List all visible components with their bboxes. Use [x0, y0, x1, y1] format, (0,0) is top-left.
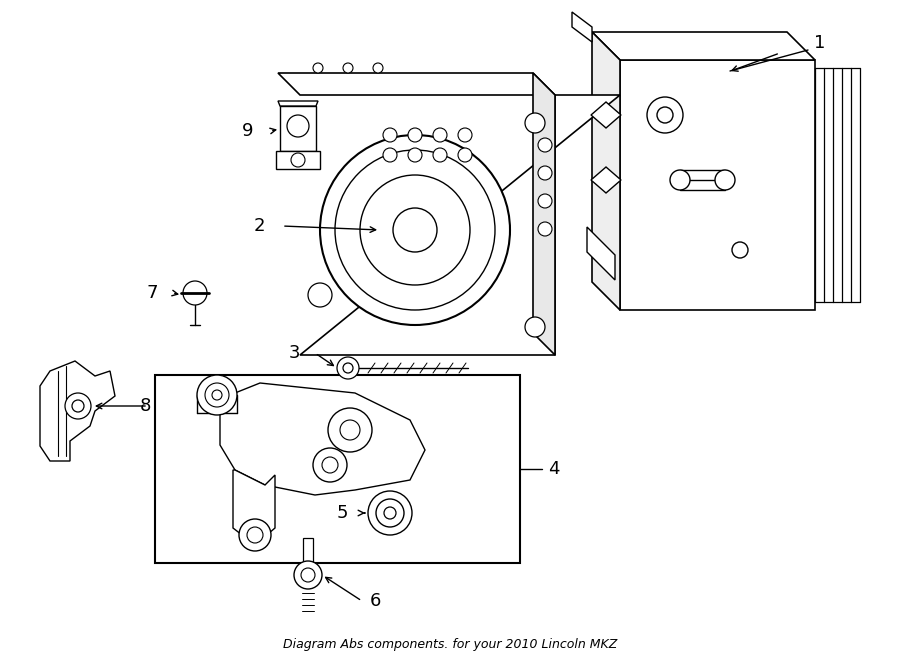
Circle shape [343, 363, 353, 373]
Bar [303, 538, 313, 583]
Text: 4: 4 [548, 460, 560, 478]
Circle shape [670, 170, 690, 190]
Circle shape [247, 527, 263, 543]
Text: 1: 1 [814, 34, 825, 52]
Circle shape [373, 63, 383, 73]
Text: 7: 7 [147, 284, 158, 302]
Circle shape [72, 400, 84, 412]
Circle shape [647, 97, 683, 133]
Circle shape [383, 128, 397, 142]
Circle shape [212, 390, 222, 400]
Circle shape [239, 519, 271, 551]
Circle shape [340, 420, 360, 440]
Circle shape [335, 150, 495, 310]
Circle shape [525, 113, 545, 133]
Bar [155, 375, 520, 563]
Circle shape [313, 63, 323, 73]
Circle shape [657, 107, 673, 123]
Circle shape [408, 128, 422, 142]
Text: 8: 8 [140, 397, 151, 415]
Polygon shape [40, 361, 115, 461]
Circle shape [458, 148, 472, 162]
Circle shape [337, 357, 359, 379]
Text: 9: 9 [241, 122, 253, 140]
Circle shape [328, 408, 372, 452]
Text: 2: 2 [254, 217, 265, 235]
Circle shape [458, 128, 472, 142]
Polygon shape [587, 227, 615, 280]
Polygon shape [620, 60, 815, 310]
Polygon shape [533, 73, 555, 355]
Circle shape [433, 148, 447, 162]
Circle shape [715, 170, 735, 190]
Circle shape [322, 457, 338, 473]
Circle shape [320, 135, 510, 325]
Circle shape [294, 561, 322, 589]
Circle shape [291, 153, 305, 167]
Polygon shape [233, 470, 275, 545]
Circle shape [343, 63, 353, 73]
Polygon shape [572, 12, 592, 42]
Circle shape [538, 222, 552, 236]
Polygon shape [280, 106, 316, 151]
Circle shape [287, 115, 309, 137]
Polygon shape [592, 32, 815, 60]
Circle shape [525, 317, 545, 337]
Circle shape [393, 208, 437, 252]
Circle shape [384, 507, 396, 519]
Polygon shape [220, 383, 425, 495]
Polygon shape [276, 151, 320, 169]
Circle shape [538, 194, 552, 208]
Circle shape [376, 499, 404, 527]
Polygon shape [278, 73, 555, 95]
Circle shape [538, 166, 552, 180]
Circle shape [301, 568, 315, 582]
Circle shape [732, 242, 748, 258]
Circle shape [308, 283, 332, 307]
Circle shape [368, 491, 412, 535]
Text: 5: 5 [337, 504, 348, 522]
Circle shape [183, 281, 207, 305]
Polygon shape [592, 32, 620, 310]
Circle shape [360, 175, 470, 285]
Polygon shape [591, 102, 621, 128]
Circle shape [313, 448, 347, 482]
Circle shape [205, 383, 229, 407]
Polygon shape [300, 95, 620, 355]
Polygon shape [278, 101, 318, 106]
Circle shape [65, 393, 91, 419]
Circle shape [408, 148, 422, 162]
Circle shape [197, 375, 237, 415]
Text: 3: 3 [289, 344, 300, 362]
Circle shape [538, 138, 552, 152]
Circle shape [383, 148, 397, 162]
Text: 6: 6 [370, 592, 382, 610]
Text: Diagram Abs components. for your 2010 Lincoln MKZ: Diagram Abs components. for your 2010 Li… [283, 638, 617, 651]
Polygon shape [591, 167, 621, 193]
Circle shape [433, 128, 447, 142]
